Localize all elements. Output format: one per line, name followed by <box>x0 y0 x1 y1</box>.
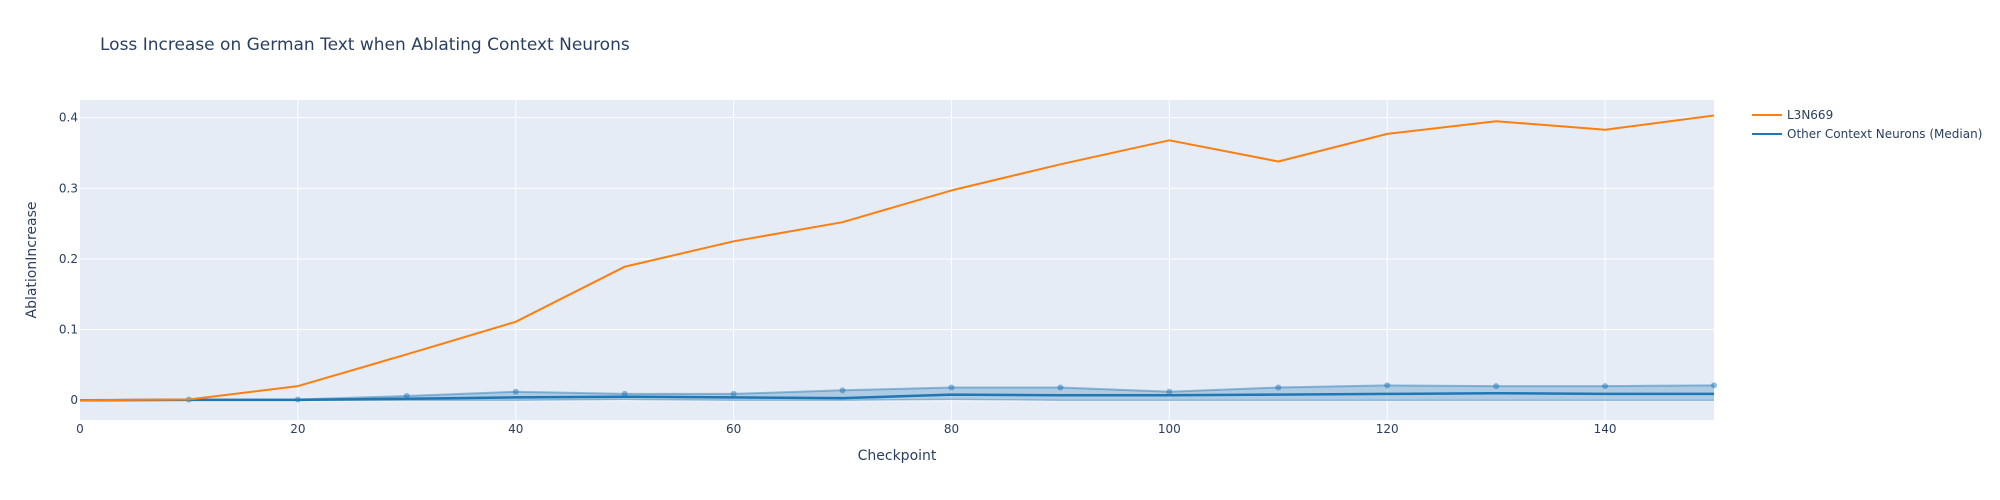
x-tick-label: 60 <box>726 422 741 436</box>
band-marker <box>1711 382 1717 389</box>
band-marker <box>1602 383 1609 390</box>
band-upper-line <box>79 384 1715 402</box>
y-axis-title: AblationIncrease <box>24 202 40 319</box>
legend-item-median[interactable]: Other Context Neurons (Median) <box>1752 127 1982 141</box>
x-tick-label: 20 <box>290 422 305 436</box>
y-gridlines <box>80 117 1714 402</box>
x-tick-label: 80 <box>944 422 959 436</box>
x-tick-label: 0 <box>76 422 84 436</box>
series-lines <box>79 114 1715 402</box>
y-tick-label: 0.1 <box>59 323 78 337</box>
legend-label: L3N669 <box>1787 108 1833 122</box>
band-marker <box>948 384 955 391</box>
band-marker <box>730 390 737 397</box>
legend-label: Other Context Neurons (Median) <box>1787 127 1982 141</box>
band-marker <box>621 390 628 397</box>
y-tick-label: 0.4 <box>59 111 78 125</box>
x-axis-title: Checkpoint <box>858 448 937 464</box>
legend[interactable]: L3N669 Other Context Neurons (Median) <box>1752 108 1982 141</box>
plot-background <box>80 100 1714 420</box>
band-marker <box>1493 383 1500 390</box>
x-tick-labels: 0 20 40 60 80 100 120 140 <box>76 422 1616 436</box>
legend-item-l3n669[interactable]: L3N669 <box>1752 108 1833 122</box>
y-tick-label: 0 <box>70 393 78 407</box>
x-tick-label: 140 <box>1594 422 1617 436</box>
x-tick-label: 100 <box>1158 422 1181 436</box>
chart-title: Loss Increase on German Text when Ablati… <box>100 35 630 55</box>
band-markers <box>185 382 1717 403</box>
band-marker <box>839 387 846 394</box>
band-marker <box>512 388 519 395</box>
y-tick-label: 0.3 <box>59 181 78 195</box>
x-gridlines <box>297 100 1606 420</box>
series-line-median <box>79 391 1714 402</box>
y-tick-labels: 0 0.1 0.2 0.3 0.4 <box>59 111 78 408</box>
band-marker <box>1166 388 1173 395</box>
x-tick-label: 120 <box>1376 422 1399 436</box>
band-marker <box>403 392 410 399</box>
y-tick-label: 0.2 <box>59 252 78 266</box>
x-tick-label: 40 <box>508 422 523 436</box>
band-marker <box>1275 384 1282 391</box>
series-line-l3n669 <box>79 114 1715 402</box>
band-marker <box>1057 384 1064 391</box>
band-marker <box>1384 382 1391 389</box>
